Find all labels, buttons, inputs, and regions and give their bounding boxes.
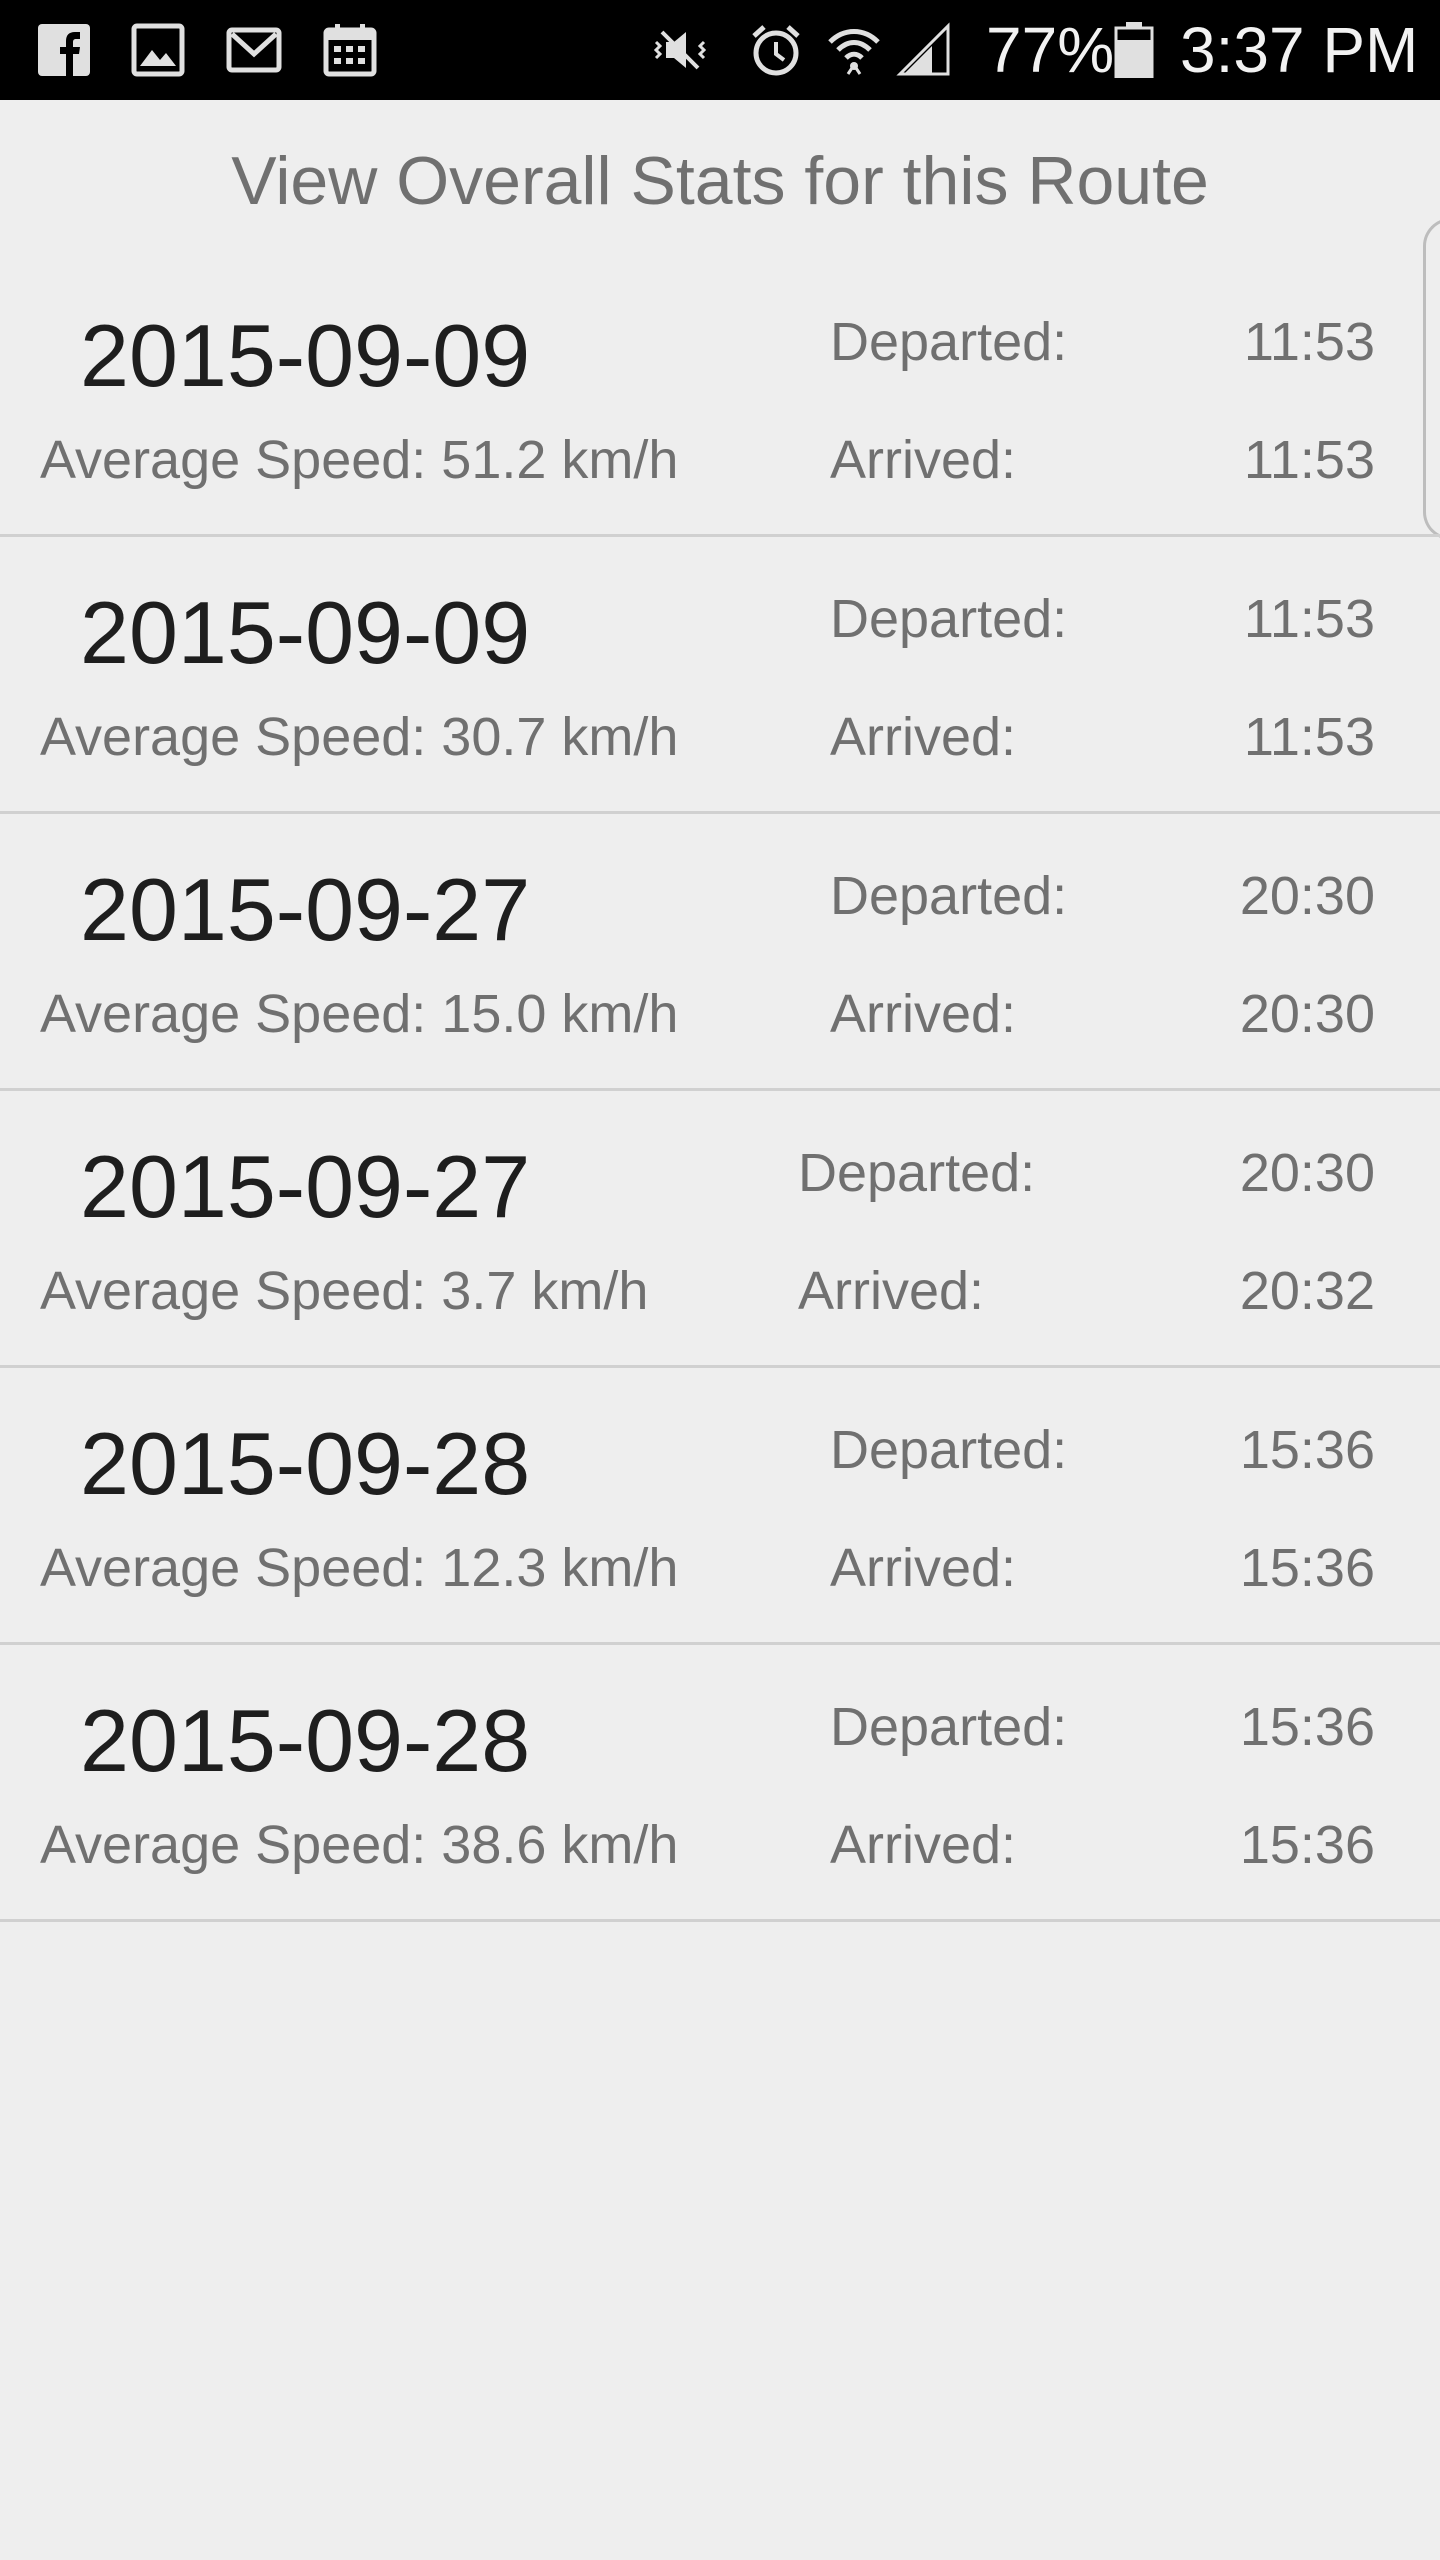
status-bar: 77% 3:37 PM (0, 0, 1440, 100)
average-speed: Average Speed: 12.3 km/h (40, 1538, 679, 1598)
departed-label: Departed: (830, 866, 1068, 926)
arrived-time: 15:36 (1239, 1815, 1375, 1875)
average-speed: Average Speed: 38.6 km/h (40, 1815, 679, 1875)
arrived-label: Arrived: (830, 984, 1017, 1044)
gmail-icon (226, 27, 282, 73)
arrived-label: Arrived: (798, 1261, 985, 1321)
departed-time: 11:53 (1243, 589, 1375, 649)
battery-percent: 77% (986, 14, 1115, 86)
departed-label: Departed: (830, 1420, 1068, 1480)
arrived-time: 15:36 (1239, 1538, 1375, 1598)
trip-date: 2015-09-27 (80, 860, 531, 959)
list-item[interactable]: 2015-09-09 Average Speed: 30.7 km/h Depa… (0, 537, 1440, 814)
list-item[interactable]: 2015-09-09 Average Speed: 51.2 km/h Depa… (0, 260, 1440, 537)
average-speed: Average Speed: 51.2 km/h (40, 430, 679, 490)
arrived-time: 20:30 (1239, 984, 1375, 1044)
arrived-label: Arrived: (830, 1538, 1017, 1598)
list-item[interactable]: 2015-09-28 Average Speed: 38.6 km/h Depa… (0, 1645, 1440, 1922)
departed-time: 15:36 (1239, 1420, 1375, 1480)
arrived-time: 11:53 (1243, 430, 1375, 490)
departed-time: 11:53 (1243, 312, 1375, 372)
average-speed: Average Speed: 15.0 km/h (40, 984, 679, 1044)
arrived-time: 11:53 (1243, 707, 1375, 767)
alarm-icon (752, 25, 800, 76)
gallery-icon (131, 23, 185, 77)
trip-date: 2015-09-27 (80, 1137, 531, 1236)
trip-date: 2015-09-09 (80, 306, 531, 405)
wifi-icon (828, 29, 880, 75)
calendar-icon (323, 24, 377, 77)
average-speed: Average Speed: 3.7 km/h (40, 1261, 649, 1321)
page-title: View Overall Stats for this Route (231, 143, 1209, 219)
arrived-time: 20:32 (1239, 1261, 1375, 1321)
route-stats-screen: View Overall Stats for this Route 2015-0… (0, 100, 1440, 2560)
trip-list: 2015-09-09 Average Speed: 51.2 km/h Depa… (0, 260, 1440, 1922)
arrived-label: Arrived: (830, 1815, 1017, 1875)
departed-time: 20:30 (1239, 1143, 1375, 1203)
list-item[interactable]: 2015-09-28 Average Speed: 12.3 km/h Depa… (0, 1368, 1440, 1645)
departed-label: Departed: (798, 1143, 1036, 1203)
signal-icon (896, 22, 950, 76)
departed-time: 15:36 (1239, 1697, 1375, 1757)
departed-time: 20:30 (1239, 866, 1375, 926)
clock: 3:37 PM (1180, 14, 1419, 86)
arrived-label: Arrived: (830, 707, 1017, 767)
departed-label: Departed: (830, 1697, 1068, 1757)
vibrate-mute-icon (653, 30, 707, 70)
trip-date: 2015-09-28 (80, 1414, 531, 1513)
average-speed: Average Speed: 30.7 km/h (40, 707, 679, 767)
list-item[interactable]: 2015-09-27 Average Speed: 15.0 km/h Depa… (0, 814, 1440, 1091)
trip-date: 2015-09-28 (80, 1691, 531, 1790)
trip-date: 2015-09-09 (80, 583, 531, 682)
departed-label: Departed: (830, 589, 1068, 649)
departed-label: Departed: (830, 312, 1068, 372)
arrived-label: Arrived: (830, 430, 1017, 490)
facebook-icon (38, 24, 90, 76)
list-item[interactable]: 2015-09-27 Average Speed: 3.7 km/h Depar… (0, 1091, 1440, 1368)
battery-icon (1114, 22, 1154, 78)
